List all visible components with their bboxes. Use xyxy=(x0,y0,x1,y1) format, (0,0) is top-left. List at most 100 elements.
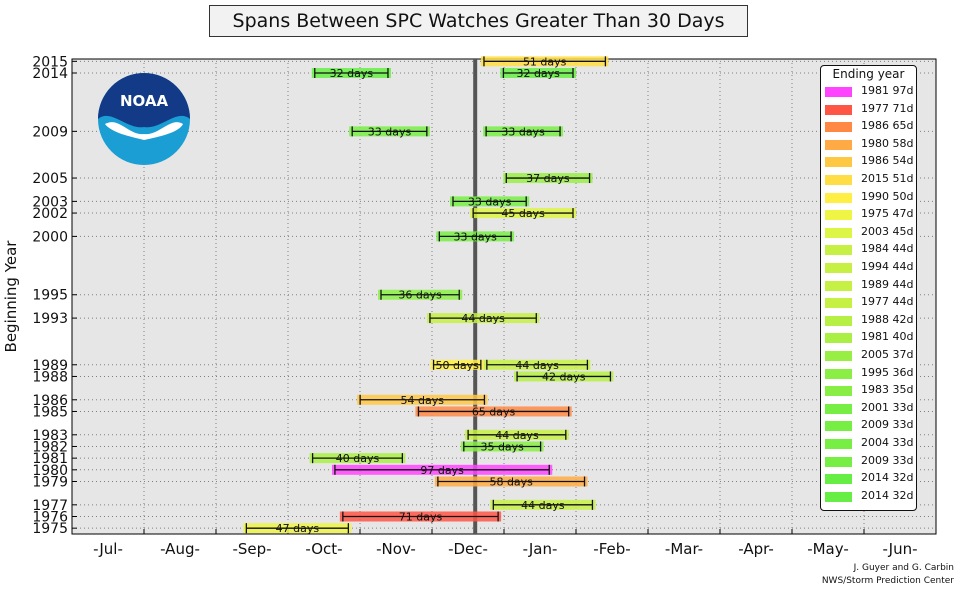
y-tick-label: 2005 xyxy=(32,171,68,187)
legend-label: 1995 36d xyxy=(861,365,914,379)
y-tick-label: 2014 xyxy=(32,66,68,82)
legend-label: 1977 44d xyxy=(861,295,914,309)
legend-label: 1975 47d xyxy=(861,207,914,221)
y-axis-label: Beginning Year xyxy=(2,240,20,353)
legend-item: 1988 42d xyxy=(823,311,915,329)
legend-swatch xyxy=(825,439,852,449)
legend-item: 1981 40d xyxy=(823,328,915,346)
legend-swatch xyxy=(825,403,852,414)
span-label: 32 days xyxy=(330,67,374,80)
span-label: 54 days xyxy=(401,394,445,407)
legend-item: 2004 33d xyxy=(823,434,915,452)
legend-swatch xyxy=(825,386,852,397)
legend-swatch xyxy=(825,175,852,185)
y-tick-label: 2015 xyxy=(32,54,68,70)
y-tick-label: 1993 xyxy=(32,311,68,327)
legend-label: 2015 51d xyxy=(861,172,914,185)
y-tick-label: 2003 xyxy=(32,194,68,210)
y-tick-label: 1988 xyxy=(32,369,68,385)
legend-item: 1981 97d xyxy=(823,82,915,100)
span-label: 65 days xyxy=(472,405,516,418)
legend-item: 1986 54d xyxy=(823,152,915,170)
legend-swatch xyxy=(825,368,852,379)
span-label: 36 days xyxy=(398,289,442,302)
x-tick-label: -Apr- xyxy=(738,540,774,558)
legend-label: 2003 45d xyxy=(861,224,914,238)
legend-swatch xyxy=(825,421,852,432)
span-label: 71 days xyxy=(399,510,443,523)
legend-label: 1980 58d xyxy=(861,136,914,150)
legend-swatch xyxy=(825,122,852,133)
y-tick-label: 1981 xyxy=(32,451,68,467)
span-label: 33 days xyxy=(453,230,497,243)
legend-item: 2005 37d xyxy=(823,346,915,364)
legend-swatch xyxy=(825,139,852,150)
legend-item: 2003 45d xyxy=(823,223,915,241)
legend-item: 2015 51d xyxy=(823,170,915,188)
span-label: 42 days xyxy=(542,370,586,383)
y-tick-label: 1989 xyxy=(32,358,68,374)
y-tick-label: 2002 xyxy=(32,206,68,222)
legend-swatch xyxy=(825,298,852,309)
y-tick-label: 2000 xyxy=(32,229,68,245)
legend-title: Ending year xyxy=(832,67,905,81)
x-tick-label: -May- xyxy=(807,540,849,558)
span-label: 50 days xyxy=(435,359,479,372)
span-label: 37 days xyxy=(526,172,570,185)
legend-item: 1977 44d xyxy=(823,293,915,311)
legend-item: 1977 71d xyxy=(823,100,915,118)
legend-item: 2009 33d xyxy=(823,452,915,470)
span-label: 35 days xyxy=(480,440,524,453)
legend-swatch xyxy=(825,456,852,467)
legend-item: 1975 47d xyxy=(823,205,915,223)
legend-item: 1984 44d xyxy=(823,240,915,258)
legend-label: 1986 65d xyxy=(861,119,914,133)
legend-label: 2014 32d xyxy=(861,488,914,502)
span-label: 97 days xyxy=(420,464,464,477)
span-label: 58 days xyxy=(489,475,533,488)
legend-item: 1986 65d xyxy=(823,117,915,135)
y-tick-label: 2009 xyxy=(32,124,68,140)
x-tick-label: -Feb- xyxy=(593,540,630,558)
legend-swatch xyxy=(825,87,852,97)
legend-label: 1984 44d xyxy=(861,242,914,256)
legend-label: 2001 33d xyxy=(861,400,914,414)
x-tick-label: -Jul- xyxy=(93,540,123,558)
legend-item: 1990 50d xyxy=(823,188,915,206)
x-tick-label: -Nov- xyxy=(376,540,416,558)
legend-swatch xyxy=(825,245,852,256)
legend-item: 2014 32d xyxy=(823,487,915,505)
legend-swatch xyxy=(825,333,852,344)
span-label: 47 days xyxy=(276,522,320,535)
span-label: 44 days xyxy=(521,499,565,512)
legend-label: 2014 32d xyxy=(861,471,914,485)
y-tick-label: 1979 xyxy=(32,474,68,490)
span-label: 33 days xyxy=(468,195,512,208)
span-label: 44 days xyxy=(461,312,505,325)
x-tick-label: -Dec- xyxy=(448,540,488,558)
legend-swatch xyxy=(825,280,852,291)
x-tick-label: -Jan- xyxy=(523,540,558,558)
legend-swatch xyxy=(825,263,852,273)
legend-item: 2014 32d xyxy=(823,469,915,487)
span-label: 33 days xyxy=(368,125,412,138)
legend-swatch xyxy=(825,491,852,502)
y-tick-label: 1976 xyxy=(32,509,68,525)
x-tick-label: -Aug- xyxy=(160,540,200,558)
x-axis: -Jul- -Aug- -Sep- -Oct- -Nov- -Dec- -Jan- -Feb-… xyxy=(93,529,918,558)
span-label: 40 days xyxy=(336,452,380,465)
logo-text: NOAA xyxy=(120,92,169,110)
legend-label: 1986 54d xyxy=(861,154,914,168)
legend-swatch xyxy=(825,157,852,168)
chart-title: Spans Between SPC Watches Greater Than 3… xyxy=(209,5,748,37)
span-label: 32 days xyxy=(516,67,560,80)
y-tick-label: 1977 xyxy=(32,498,68,514)
legend-item: 1983 35d xyxy=(823,381,915,399)
legend-label: 1977 71d xyxy=(861,101,914,115)
y-tick-label: 1982 xyxy=(32,439,68,455)
legend-label: 1983 35d xyxy=(861,383,914,397)
legend-swatch xyxy=(825,315,852,326)
y-tick-label: 1986 xyxy=(32,393,68,409)
